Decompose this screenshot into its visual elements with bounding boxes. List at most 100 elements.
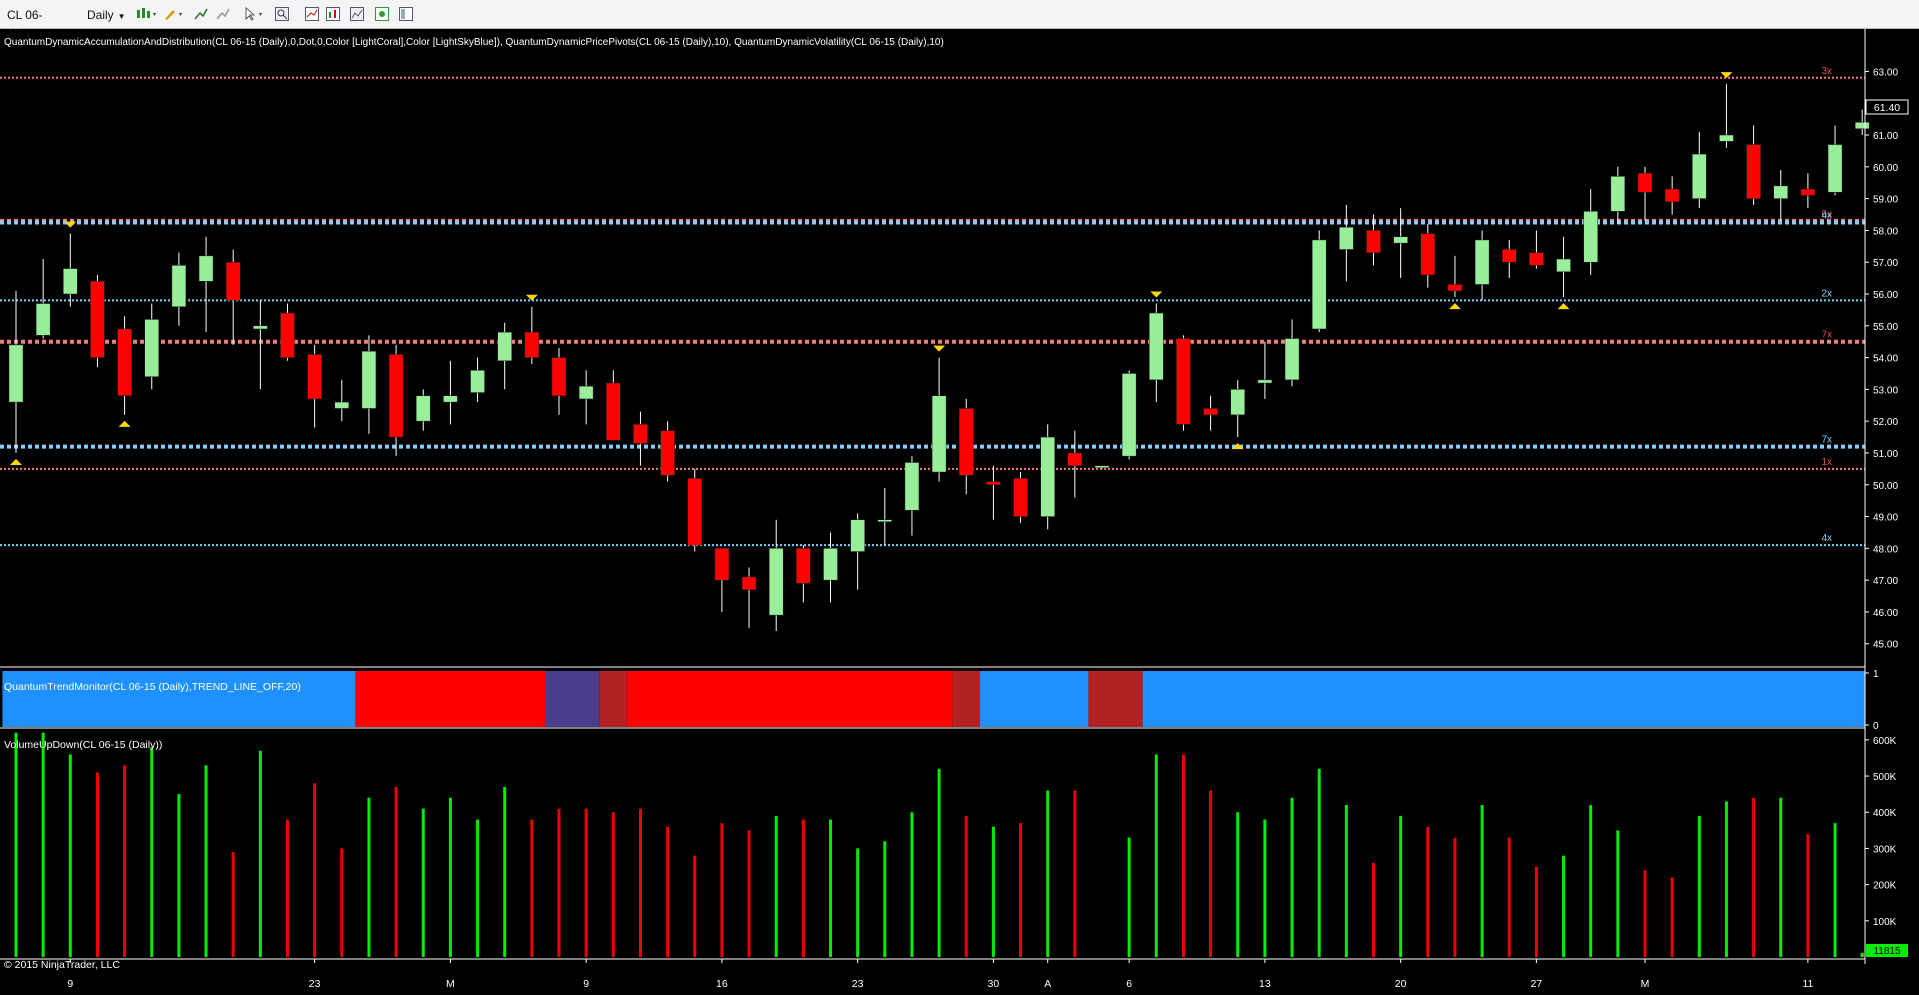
candle-body <box>1854 122 1870 129</box>
indicator-add-icon[interactable] <box>194 7 208 21</box>
cursor-icon[interactable] <box>244 7 266 21</box>
grid-icon[interactable] <box>305 7 319 21</box>
zoom-icon[interactable] <box>275 7 289 21</box>
trend-segment-bear <box>626 671 953 727</box>
candle-body <box>1664 188 1680 203</box>
volume-axis-label: 400K <box>1873 808 1897 819</box>
candle-body <box>714 548 730 581</box>
candle-body <box>388 354 404 438</box>
accumulation-line-label: 6x <box>1821 209 1832 220</box>
volume-axis-label: 100K <box>1873 917 1897 928</box>
candle-body <box>144 319 159 377</box>
trend-segment-weak_bear <box>952 671 980 727</box>
candle-body <box>1800 188 1816 196</box>
candle-body <box>1420 233 1436 276</box>
candle-body <box>1203 408 1218 416</box>
candle-body <box>1773 185 1788 199</box>
period-selector[interactable]: Daily ▼ <box>86 5 128 26</box>
candle-body <box>280 312 295 358</box>
price-axis-label: 56.00 <box>1873 290 1898 301</box>
pivot-low-marker <box>10 458 22 465</box>
candle-body <box>1474 239 1490 285</box>
candle-body <box>877 519 893 522</box>
candle-body <box>1746 144 1761 199</box>
trend-segment-bear <box>355 671 546 727</box>
candle-body <box>1284 338 1300 381</box>
chevron-down-icon: ▼ <box>117 12 126 21</box>
candle-body <box>1013 478 1028 517</box>
candle-body <box>416 395 431 422</box>
candle-body <box>660 430 675 476</box>
price-axis-label: 55.00 <box>1873 322 1898 333</box>
candle-body <box>8 344 24 403</box>
pivot-low-marker <box>1231 443 1244 450</box>
candle-body <box>1827 144 1843 193</box>
candle-body <box>171 265 187 307</box>
candle-body <box>1610 176 1626 212</box>
data-box-icon[interactable] <box>375 7 389 21</box>
pivot-high-marker <box>1720 72 1733 79</box>
candle-body <box>796 548 811 584</box>
accumulation-line-label: 4x <box>1821 210 1832 221</box>
candle-body <box>606 382 621 441</box>
accumulation-line-label: 7x <box>1821 435 1832 446</box>
candle-body <box>524 331 540 358</box>
trend-segment-weak_bear <box>1088 671 1143 727</box>
candle-body <box>470 370 485 393</box>
trend-axis-label: 0 <box>1873 721 1879 732</box>
volume-axis-label: 500K <box>1873 772 1897 783</box>
time-axis-label: 11 <box>1802 978 1813 990</box>
time-axis-label: 23 <box>309 978 321 990</box>
accumulation-line-label: 2x <box>1821 288 1832 299</box>
price-axis-label: 52.00 <box>1873 417 1898 428</box>
candle-body <box>959 408 974 476</box>
draw-pencil-icon[interactable] <box>163 7 185 21</box>
axes: 45.00 46.00 47.00 48.00 49.00 50.00 51.00 52.00… <box>0 29 1898 990</box>
volume-panel <box>14 732 1864 957</box>
pivot-low-marker <box>118 420 131 427</box>
bar-type-icon[interactable] <box>135 7 159 21</box>
candle-body <box>63 268 78 295</box>
candle-body <box>1447 284 1463 292</box>
price-axis-label: 45.00 <box>1873 640 1898 651</box>
time-axis-label: 9 <box>583 978 589 990</box>
candle-body <box>307 354 322 400</box>
price-axis-label: 53.00 <box>1873 385 1898 396</box>
price-axis-label: 63.00 <box>1873 67 1898 78</box>
instrument-selector[interactable]: CL 06-15 ▼ <box>6 5 68 41</box>
price-axis-label: 48.00 <box>1873 544 1898 555</box>
window-icon[interactable] <box>399 7 413 21</box>
candle-body <box>687 478 702 546</box>
price-panel-title: QuantumDynamicAccumulationAndDistributio… <box>4 37 944 48</box>
time-axis-label: 6 <box>1126 978 1132 990</box>
candle-body <box>1366 230 1381 253</box>
last-price-box <box>1865 99 1909 115</box>
candle-body <box>1121 373 1137 457</box>
price-axis-label: 50.00 <box>1873 481 1898 492</box>
candle-body <box>198 255 214 282</box>
trend-monitor-panel <box>2 671 1865 727</box>
candle-body <box>1393 236 1408 244</box>
trend-segment-weak_bear <box>599 671 627 727</box>
last-price-label: 61.40 <box>1874 102 1900 114</box>
candle-body <box>1529 252 1544 266</box>
template-icon[interactable] <box>350 7 364 21</box>
time-axis-label: 16 <box>716 978 728 990</box>
trend-segment-bull <box>1142 671 1865 727</box>
candle-body <box>443 395 458 403</box>
accumulation-line-label: 4x <box>1821 533 1832 544</box>
chart-props-icon[interactable] <box>326 7 340 21</box>
price-axis-label: 57.00 <box>1873 258 1898 269</box>
candle-body <box>1502 249 1517 263</box>
candle-body <box>497 331 512 362</box>
candle-body <box>35 303 51 336</box>
accumulation-line-label: 7x <box>1821 330 1832 341</box>
strategy-icon[interactable] <box>216 7 230 21</box>
price-axis-label: 58.00 <box>1873 226 1898 237</box>
candle-body <box>1040 436 1055 517</box>
candle-body <box>225 261 241 301</box>
price-axis-label: 59.00 <box>1873 195 1898 206</box>
time-axis-label: 20 <box>1395 978 1407 990</box>
candle-body <box>823 548 838 581</box>
